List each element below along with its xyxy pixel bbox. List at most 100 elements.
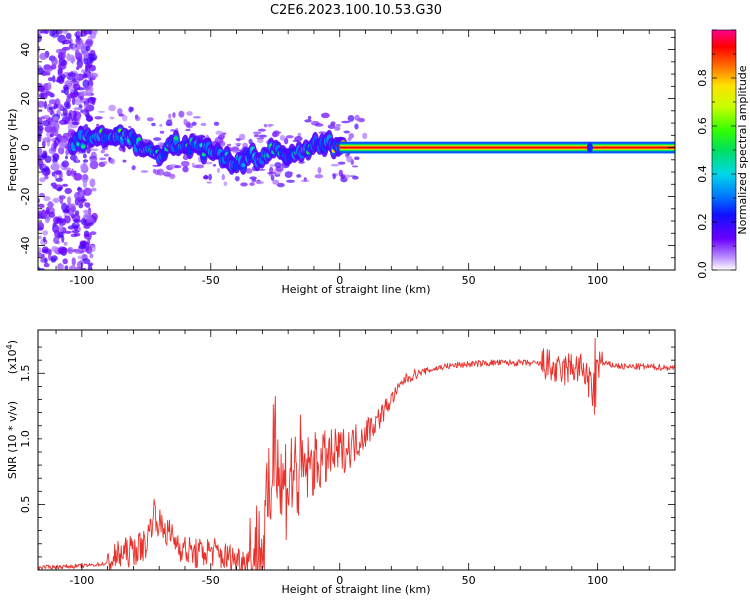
noise-blob <box>47 201 54 210</box>
noise-blob <box>48 99 57 105</box>
noise-blob <box>68 112 72 120</box>
noise-blob <box>38 67 45 75</box>
noise-blob <box>192 164 200 168</box>
noise-blob <box>307 115 312 120</box>
noise-blob <box>83 175 88 179</box>
noise-blob <box>71 121 80 126</box>
noise-blob <box>347 115 355 122</box>
colorbar-label: Normalized spectral amplitude <box>736 65 749 234</box>
noise-blob <box>53 139 57 149</box>
noise-blob <box>347 137 352 141</box>
y-tick-label: 1.5 <box>19 365 32 383</box>
noise-blob <box>245 168 253 174</box>
noise-blob <box>62 107 68 117</box>
noise-blob <box>165 119 173 127</box>
noise-blob <box>272 179 280 185</box>
noise-blob <box>89 72 99 79</box>
noise-blob <box>87 264 93 270</box>
noise-blob <box>354 114 360 121</box>
x-tick-label: 100 <box>587 574 608 587</box>
noise-blob <box>263 123 268 128</box>
noise-blob <box>57 135 63 140</box>
noise-blob <box>63 241 68 246</box>
noise-blob <box>82 258 91 264</box>
snr-axes: -100 -50 0 50 100 0.5 1.0 1.5 <box>19 330 676 587</box>
noise-blob <box>83 223 91 229</box>
noise-blob <box>73 170 77 176</box>
noise-blob <box>43 65 53 73</box>
noise-blob <box>71 97 76 106</box>
noise-blob <box>71 229 80 234</box>
noise-blob <box>255 180 265 185</box>
noise-blob <box>86 216 94 223</box>
noise-blob <box>68 265 77 270</box>
noise-blob <box>51 245 59 253</box>
noise-blob <box>38 203 45 209</box>
noise-blob <box>82 153 87 159</box>
noise-blob <box>49 30 56 37</box>
noise-blob <box>85 115 94 123</box>
noise-blob <box>221 173 225 181</box>
noise-blob <box>38 33 42 43</box>
noise-blob <box>84 233 90 238</box>
noise-blob <box>70 168 74 177</box>
noise-blob <box>352 175 359 180</box>
noise-blob <box>74 250 84 255</box>
noise-blob <box>77 255 83 260</box>
noise-blob <box>215 130 223 135</box>
noise-blob <box>146 117 154 122</box>
colorbar-tick-label: 0.8 <box>696 69 709 87</box>
noise-blob <box>81 50 86 54</box>
x-tick-label: 0 <box>336 574 343 587</box>
noise-blob <box>223 181 228 186</box>
noise-blob <box>51 171 55 177</box>
noise-blob <box>156 168 165 176</box>
noise-blob <box>82 79 90 89</box>
noise-blob <box>54 228 60 238</box>
noise-blob <box>66 169 72 177</box>
noise-blob <box>82 209 92 215</box>
ridge-core <box>80 144 86 149</box>
noise-blob <box>62 132 70 139</box>
noise-blob <box>52 198 61 203</box>
noise-blob <box>122 159 127 163</box>
noise-blob <box>62 30 69 34</box>
noise-blob <box>53 102 58 110</box>
noise-blob <box>67 225 76 230</box>
noise-blob <box>79 194 83 198</box>
noise-blob <box>42 230 49 236</box>
noise-blob <box>62 258 68 265</box>
noise-blob <box>62 183 69 187</box>
noise-blob <box>88 56 97 61</box>
noise-blob <box>42 115 51 119</box>
ridge-core <box>173 136 179 141</box>
noise-blob <box>249 182 255 186</box>
noise-blob <box>38 224 42 228</box>
noise-blob <box>87 35 96 40</box>
noise-blob <box>89 253 94 259</box>
noise-blob <box>168 173 176 180</box>
noise-blob <box>94 116 103 120</box>
noise-blob <box>86 147 91 154</box>
noise-blob <box>76 260 84 270</box>
noise-blob <box>58 263 65 270</box>
noise-blob <box>182 166 189 173</box>
noise-blob <box>85 45 91 52</box>
ridge-core <box>136 137 142 142</box>
noise-blob <box>40 89 45 93</box>
y-tick-label: -40 <box>19 237 32 255</box>
noise-blob <box>180 160 190 167</box>
noise-blob <box>362 132 368 140</box>
noise-blob <box>57 52 66 60</box>
noise-blob <box>42 236 47 243</box>
noise-blob <box>296 174 302 178</box>
x-tick-label: 0 <box>336 274 343 287</box>
noise-blob <box>157 141 164 147</box>
noise-blob <box>65 102 71 110</box>
noise-blob <box>270 174 275 181</box>
y-tick-label: 0 <box>19 144 32 151</box>
noise-blob <box>67 72 77 78</box>
noise-blob <box>131 165 136 171</box>
noise-blob <box>74 191 81 200</box>
noise-blob <box>51 75 56 83</box>
